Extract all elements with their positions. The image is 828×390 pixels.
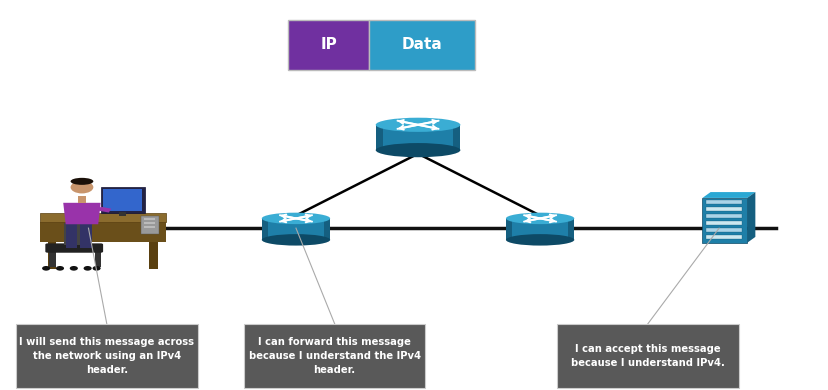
Polygon shape — [701, 192, 754, 198]
Ellipse shape — [262, 234, 330, 246]
FancyBboxPatch shape — [262, 218, 330, 240]
Polygon shape — [505, 218, 512, 240]
FancyBboxPatch shape — [103, 189, 142, 211]
Polygon shape — [324, 218, 330, 240]
FancyBboxPatch shape — [48, 242, 55, 269]
FancyBboxPatch shape — [142, 216, 159, 234]
FancyBboxPatch shape — [64, 223, 84, 245]
Text: I will send this message across
the network using an IPv4
header.: I will send this message across the netw… — [19, 337, 194, 375]
FancyBboxPatch shape — [287, 20, 368, 70]
Ellipse shape — [505, 213, 574, 224]
FancyBboxPatch shape — [705, 235, 741, 239]
Ellipse shape — [375, 143, 460, 157]
FancyBboxPatch shape — [143, 218, 155, 220]
Text: I can forward this message
because I understand the IPv4
header.: I can forward this message because I und… — [248, 337, 420, 375]
FancyBboxPatch shape — [50, 251, 55, 267]
Ellipse shape — [375, 118, 460, 132]
FancyBboxPatch shape — [701, 198, 746, 243]
FancyBboxPatch shape — [40, 213, 166, 222]
Ellipse shape — [70, 178, 94, 185]
Polygon shape — [567, 218, 574, 240]
FancyBboxPatch shape — [705, 200, 741, 204]
Polygon shape — [40, 222, 166, 242]
FancyBboxPatch shape — [143, 222, 155, 224]
Polygon shape — [746, 192, 754, 243]
Ellipse shape — [55, 266, 64, 271]
Text: I can accept this message
because I understand IPv4.: I can accept this message because I unde… — [570, 344, 724, 368]
Polygon shape — [262, 218, 267, 240]
Ellipse shape — [84, 266, 92, 271]
FancyBboxPatch shape — [80, 223, 92, 248]
Polygon shape — [452, 125, 460, 150]
FancyBboxPatch shape — [705, 214, 741, 218]
Ellipse shape — [262, 213, 330, 224]
FancyBboxPatch shape — [368, 20, 474, 70]
FancyBboxPatch shape — [705, 207, 741, 211]
FancyBboxPatch shape — [78, 196, 86, 203]
FancyBboxPatch shape — [149, 242, 157, 269]
FancyBboxPatch shape — [100, 187, 145, 213]
Ellipse shape — [42, 266, 51, 271]
FancyBboxPatch shape — [375, 125, 460, 150]
Polygon shape — [63, 203, 100, 224]
FancyBboxPatch shape — [705, 221, 741, 225]
Polygon shape — [375, 125, 383, 150]
Ellipse shape — [70, 181, 94, 193]
FancyBboxPatch shape — [505, 218, 574, 240]
FancyBboxPatch shape — [243, 324, 425, 388]
Ellipse shape — [505, 234, 574, 246]
FancyBboxPatch shape — [95, 251, 101, 267]
FancyBboxPatch shape — [143, 226, 155, 228]
Ellipse shape — [93, 266, 100, 271]
FancyBboxPatch shape — [705, 228, 741, 232]
FancyBboxPatch shape — [16, 324, 197, 388]
Text: IP: IP — [320, 37, 336, 52]
FancyBboxPatch shape — [46, 243, 103, 253]
FancyBboxPatch shape — [556, 324, 738, 388]
Polygon shape — [98, 207, 111, 213]
FancyBboxPatch shape — [65, 223, 77, 248]
FancyBboxPatch shape — [119, 212, 126, 216]
Ellipse shape — [70, 266, 78, 271]
Text: Data: Data — [402, 37, 442, 52]
